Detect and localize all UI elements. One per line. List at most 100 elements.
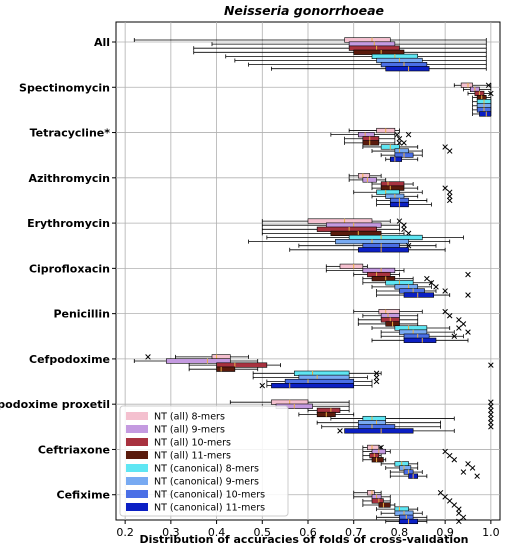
outlier-point <box>460 469 467 475</box>
legend-label: NT (all) 8-mers <box>154 412 225 423</box>
outlier-point <box>394 131 400 138</box>
box-4 <box>344 140 407 146</box>
legend-box <box>119 405 289 517</box>
outlier-point <box>442 448 448 455</box>
category-label: Erythromycin <box>27 217 110 230</box>
box-8 <box>385 156 419 162</box>
box-4 <box>193 49 487 55</box>
box-body <box>385 66 430 72</box>
legend-swatch <box>126 451 148 459</box>
outlier-point <box>488 362 494 368</box>
outlier-point <box>465 329 471 335</box>
box-8 <box>385 518 462 525</box>
legend-swatch <box>126 438 148 446</box>
outlier-point <box>442 185 448 191</box>
box-5 <box>362 280 435 286</box>
box-8 <box>337 428 455 434</box>
category-label: Azithromycin <box>28 172 110 185</box>
box-4 <box>298 411 494 418</box>
outlier-point <box>488 415 494 422</box>
outlier-point <box>446 312 453 319</box>
box-6 <box>380 510 462 516</box>
outlier-point <box>405 131 412 138</box>
box-2 <box>330 131 412 138</box>
legend-label: NT (canonical) 10-mers <box>154 490 265 501</box>
box-8 <box>472 111 492 117</box>
outlier-point <box>488 90 494 97</box>
box-1 <box>348 173 382 179</box>
outlier-point <box>488 399 494 405</box>
box-body <box>378 502 391 508</box>
outlier-point <box>437 489 444 496</box>
box-body <box>403 337 437 343</box>
box-7 <box>376 514 467 521</box>
box-4 <box>362 457 458 463</box>
category-label: Ceftriaxone <box>38 443 110 456</box>
outlier-point <box>488 424 494 430</box>
box-8 <box>389 473 480 479</box>
category-label: Penicillin <box>53 308 110 321</box>
box-4 <box>188 366 259 372</box>
category-label: Cefpodoxime <box>29 353 110 366</box>
legend-label: NT (canonical) 9-mers <box>154 477 259 488</box>
box-8 <box>376 201 432 208</box>
legend-swatch <box>126 412 148 420</box>
box-body <box>389 156 403 162</box>
box-4 <box>357 321 467 327</box>
box-4 <box>362 502 458 508</box>
outlier-point <box>396 135 403 142</box>
x-tick-label: 1.0 <box>482 526 500 539</box>
x-tick-label: 0.9 <box>436 526 454 539</box>
box-5 <box>362 144 448 150</box>
outlier-point <box>373 374 380 381</box>
box-1 <box>353 489 444 496</box>
category-label: Spectinomycin <box>19 81 110 94</box>
outlier-point <box>401 222 407 228</box>
box-body <box>362 177 377 183</box>
outlier-point <box>424 275 430 282</box>
category-label: All <box>94 36 110 49</box>
box-3 <box>344 135 403 142</box>
outlier-point <box>145 354 151 360</box>
outlier-point <box>456 518 462 525</box>
x-axis-label: Distribution of accuracies of folds of c… <box>139 533 468 546</box>
box-2 <box>325 267 405 274</box>
outlier-point <box>456 506 462 512</box>
outlier-point <box>396 218 403 224</box>
outlier-point <box>456 317 462 323</box>
outlier-point <box>337 428 343 434</box>
outlier-point <box>451 333 458 339</box>
outlier-point <box>460 514 467 521</box>
box-body <box>371 276 396 282</box>
outlier-point <box>451 502 458 508</box>
legend-swatch <box>126 477 148 485</box>
outlier-point <box>442 144 448 150</box>
x-tick-label: 0.7 <box>345 526 363 539</box>
box-body <box>371 457 384 463</box>
outlier-point <box>488 403 494 410</box>
category-label: Ciprofloxacin <box>29 262 110 275</box>
box-body <box>367 490 375 496</box>
box-1 <box>133 37 487 43</box>
x-tick-label: 0.6 <box>299 526 317 539</box>
outlier-point <box>446 452 453 459</box>
box-2 <box>133 358 259 364</box>
outlier-point <box>442 308 448 315</box>
box-1 <box>353 308 448 315</box>
box-body <box>339 263 364 269</box>
outlier-point <box>446 193 453 200</box>
outlier-point <box>442 494 448 500</box>
box-8 <box>376 292 471 298</box>
legend-swatch <box>126 503 148 511</box>
box-body <box>460 82 473 88</box>
outlier-point <box>401 226 407 233</box>
legend-label: NT (all) 10-mers <box>154 438 231 449</box>
box-2 <box>353 494 448 500</box>
legend-label: NT (all) 11-mers <box>154 451 231 462</box>
box-body <box>403 292 435 298</box>
legend-label: NT (canonical) 8-mers <box>154 464 259 475</box>
x-tick-label: 0.2 <box>116 526 134 539</box>
legend-label: NT (all) 9-mers <box>154 425 225 436</box>
legend-swatch <box>126 464 148 472</box>
